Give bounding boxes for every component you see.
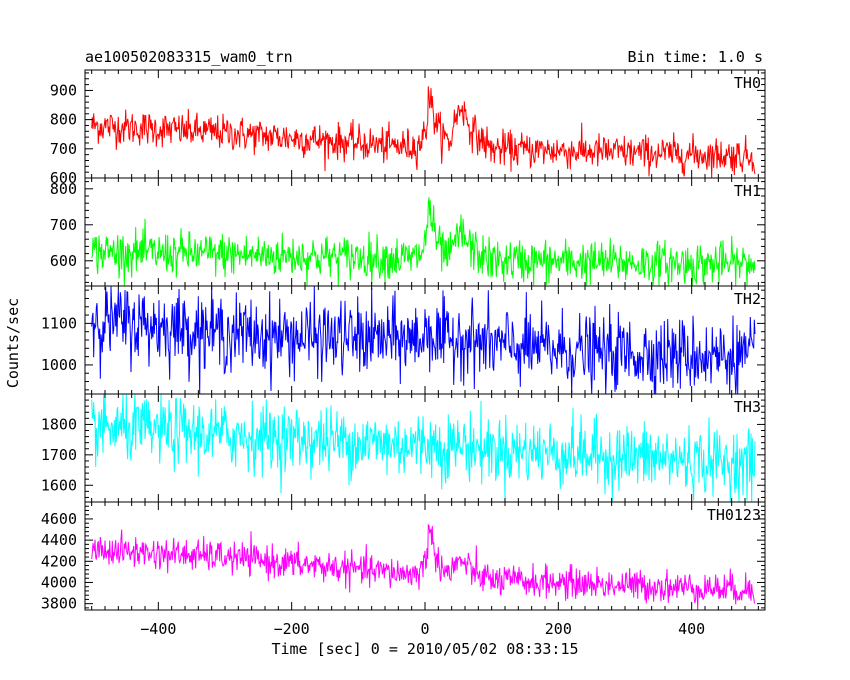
panel-th1: 600 700 800 TH1 xyxy=(50,177,766,287)
series-th1-line xyxy=(91,197,756,287)
panels-group: 600 700 800 900 TH0 600 700 800 TH1 1000 1100 TH2 16… xyxy=(41,69,766,613)
panel-label-th3: TH3 xyxy=(734,398,761,416)
panel-th0-frame xyxy=(84,69,766,179)
y-tick-label-th1: 600 xyxy=(50,252,77,270)
x-axis-label: Time [sec] 0 = 2010/05/02 08:33:15 xyxy=(271,640,578,658)
y-tick-label-th1: 700 xyxy=(50,216,77,234)
y-tick-label-th1: 800 xyxy=(50,180,77,198)
y-tick-label-th0123: 4600 xyxy=(41,510,77,528)
y-tick-label-th2: 1100 xyxy=(41,314,77,332)
x-tick-label: −400 xyxy=(140,620,176,638)
chart-title: ae100502083315_wam0_trn xyxy=(85,48,293,66)
y-tick-label-th0: 800 xyxy=(50,111,77,129)
panel-label-th1: TH1 xyxy=(734,182,761,200)
y-axis-label: Counts/sec xyxy=(4,298,22,388)
y-tick-label-th0: 900 xyxy=(50,81,77,99)
y-tick-label-th3: 1700 xyxy=(41,446,77,464)
y-tick-label-th0123: 3800 xyxy=(41,595,77,613)
y-tick-label-th0: 600 xyxy=(50,169,77,187)
y-tick-label-th0123: 4000 xyxy=(41,573,77,591)
x-tick-label: 0 xyxy=(420,620,429,638)
series-th0123-line xyxy=(91,523,756,611)
series-th0-line xyxy=(91,86,756,179)
series-th3-line xyxy=(91,393,756,503)
y-tick-label-th3: 1600 xyxy=(41,476,77,494)
panel-label-th0123: TH0123 xyxy=(707,506,761,524)
panel-th2: 1000 1100 TH2 xyxy=(41,285,766,395)
x-tick-label: 400 xyxy=(678,620,705,638)
y-tick-label-th0123: 4400 xyxy=(41,531,77,549)
panel-th0: 600 700 800 900 TH0 xyxy=(50,69,766,187)
panel-th3: 1600 1700 1800 TH3 xyxy=(41,393,766,503)
panel-label-th2: TH2 xyxy=(734,290,761,308)
panel-th0123: 3800 4000 4200 4400 4600 TH0123 xyxy=(41,501,766,613)
bin-time-label: Bin time: 1.0 s xyxy=(628,48,763,66)
y-tick-label-th2: 1000 xyxy=(41,356,77,374)
y-tick-label-th0: 700 xyxy=(50,140,77,158)
x-tick-label: −200 xyxy=(274,620,310,638)
series-th2-line xyxy=(91,285,756,395)
panel-label-th0: TH0 xyxy=(734,74,761,92)
x-axis: −400 −200 0 200 400 xyxy=(140,620,705,638)
y-tick-label-th3: 1800 xyxy=(41,415,77,433)
x-tick-label: 200 xyxy=(545,620,572,638)
y-tick-label-th0123: 4200 xyxy=(41,552,77,570)
